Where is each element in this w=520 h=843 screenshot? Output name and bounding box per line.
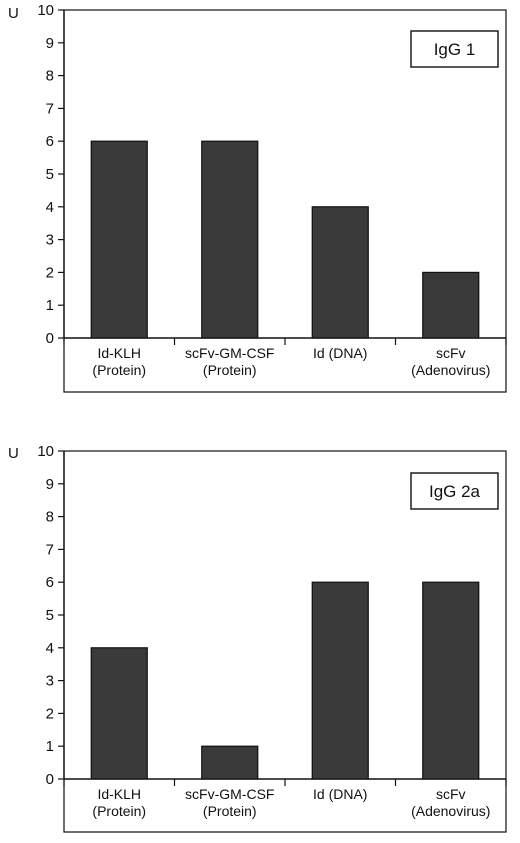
x-category-label: scFv: [436, 786, 466, 802]
bar: [311, 206, 369, 339]
y-tick-label: 7: [46, 541, 54, 558]
x-category-label: (Adenovirus): [411, 803, 490, 819]
y-tick-label: 10: [37, 2, 54, 19]
bar: [422, 581, 480, 780]
x-category-label: (Protein): [203, 803, 257, 819]
x-category-label: Id-KLH: [97, 345, 141, 361]
legend-label: IgG 1: [434, 40, 476, 59]
x-category-label: scFv-GM-CSF: [185, 786, 274, 802]
bar: [201, 745, 259, 780]
y-tick-label: 9: [46, 476, 54, 493]
bar: [90, 140, 148, 339]
y-tick-label: 6: [46, 574, 54, 591]
bar: [90, 647, 148, 780]
y-tick-label: 7: [46, 100, 54, 117]
y-tick-label: 0: [46, 771, 54, 788]
y-tick-label: 0: [46, 330, 54, 347]
x-category-label: Id (DNA): [313, 345, 367, 361]
y-tick-label: 5: [46, 607, 54, 624]
chart-panel-igg1: 012345678910UId-KLH(Protein)scFv-GM-CSF(…: [8, 2, 507, 393]
x-category-label: Id (DNA): [313, 786, 367, 802]
legend-box: [410, 472, 499, 510]
y-tick-label: 4: [46, 640, 54, 657]
y-tick-label: 1: [46, 738, 54, 755]
legend-box: [410, 30, 499, 68]
y-axis-unit-label: U: [8, 445, 19, 462]
y-tick-label: 5: [46, 166, 54, 183]
bar: [422, 271, 480, 339]
chart-panel-igg2a: 012345678910UId-KLH(Protein)scFv-GM-CSF(…: [8, 443, 507, 833]
y-axis-unit-label: U: [8, 5, 19, 22]
y-tick-label: 2: [46, 264, 54, 281]
x-category-label: scFv: [436, 345, 466, 361]
x-category-label: (Protein): [203, 362, 257, 378]
legend-label: IgG 2a: [429, 482, 481, 501]
y-tick-label: 9: [46, 35, 54, 52]
x-category-label: (Adenovirus): [411, 362, 490, 378]
y-tick-label: 3: [46, 673, 54, 690]
y-tick-label: 8: [46, 68, 54, 85]
x-category-label: Id-KLH: [97, 786, 141, 802]
y-tick-label: 6: [46, 133, 54, 150]
y-tick-label: 8: [46, 509, 54, 526]
y-tick-label: 1: [46, 297, 54, 314]
x-category-label: (Protein): [92, 803, 146, 819]
bar: [311, 581, 369, 780]
y-tick-label: 4: [46, 199, 54, 216]
x-category-label: scFv-GM-CSF: [185, 345, 274, 361]
y-tick-label: 3: [46, 232, 54, 249]
bar: [201, 140, 259, 339]
y-tick-label: 2: [46, 705, 54, 722]
x-category-label: (Protein): [92, 362, 146, 378]
y-tick-label: 10: [37, 443, 54, 460]
